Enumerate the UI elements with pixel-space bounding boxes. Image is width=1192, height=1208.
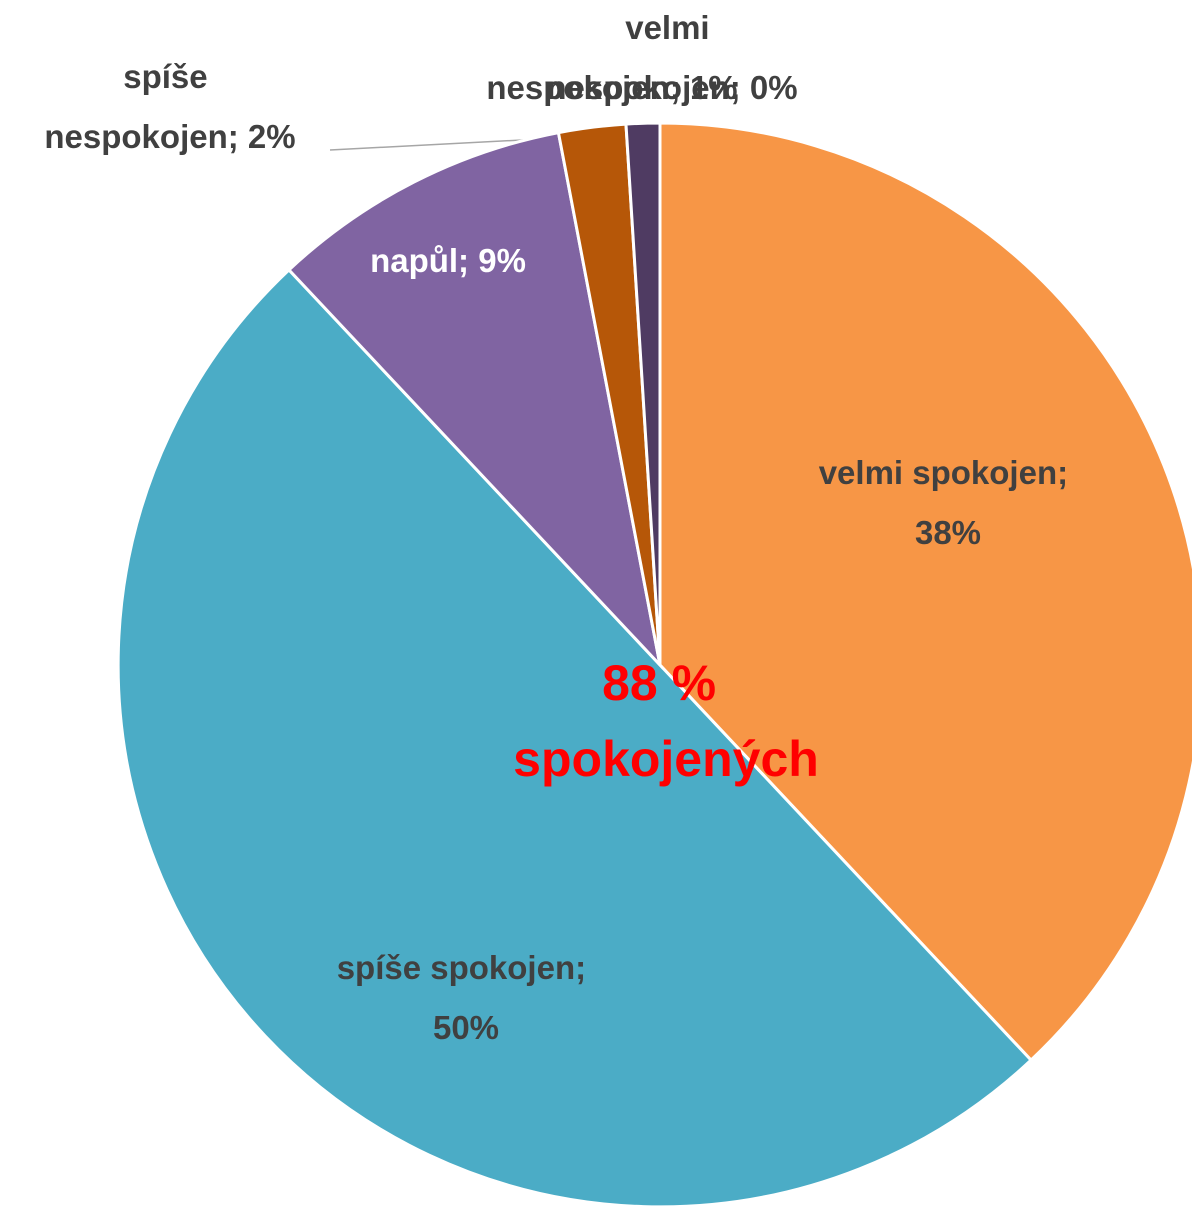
pie-slice	[117, 267, 1034, 1208]
pie-slice	[658, 121, 1192, 1063]
data-label: napůl; 9%	[370, 242, 526, 279]
pie-slice	[286, 130, 663, 670]
annotation: 88 % spokojených	[513, 655, 819, 787]
data-label: spíše nespokojen; 2%	[44, 58, 295, 155]
data-label: velmi spokojen; 38%	[819, 454, 1078, 551]
data-label: velmi nespokojen; 0%	[546, 9, 797, 106]
data-label: spíše spokojen; 50%	[337, 949, 596, 1046]
data-label: nespokojen; 1%	[486, 69, 737, 106]
